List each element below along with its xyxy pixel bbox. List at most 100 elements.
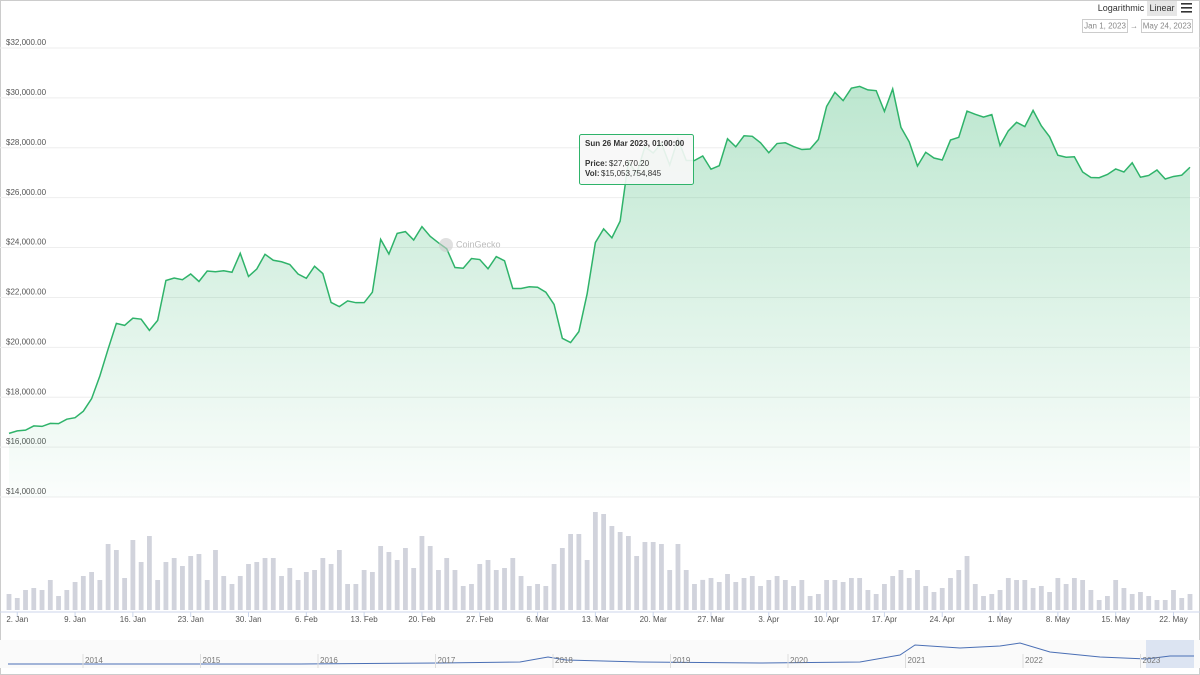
date-to[interactable]: [1141, 19, 1193, 33]
volume-bar: [659, 544, 664, 610]
volume-bar: [733, 582, 739, 610]
tooltip-box: [579, 134, 694, 185]
volume-bar: [782, 580, 788, 610]
x-tick-label: 10. Apr: [814, 615, 840, 624]
volume-bar: [650, 542, 656, 610]
volume-bar: [460, 586, 466, 610]
linear-button-label[interactable]: Linear: [1149, 3, 1174, 13]
volume-bar: [865, 590, 871, 610]
volume-bar: [180, 566, 185, 610]
navigator-line: [8, 642, 1194, 665]
y-tick-label: $24,000.00: [6, 238, 47, 247]
navigator-year: 2015: [203, 656, 221, 665]
volume-bar: [1121, 588, 1127, 610]
x-tick-label: 9. Jan: [64, 615, 86, 624]
volume-bar: [1063, 584, 1069, 610]
volume-bar: [774, 576, 780, 610]
volume-bar: [939, 588, 945, 610]
volume-bar: [312, 570, 317, 610]
x-tick-label: 6. Feb: [295, 615, 318, 624]
volume-bar: [1022, 580, 1028, 610]
volume-bar: [725, 574, 730, 610]
volume-bar: [815, 594, 821, 610]
volume-bar: [171, 558, 177, 610]
date-from[interactable]: [1082, 19, 1128, 33]
volume-bar: [675, 544, 681, 610]
volume-bar: [163, 562, 169, 610]
volume-bar: [824, 580, 830, 610]
volume-bar: [213, 550, 218, 610]
volume-bar: [39, 590, 45, 610]
volume-bar: [708, 578, 714, 610]
volume-bar: [510, 558, 516, 610]
volume-bar: [320, 558, 326, 610]
volume-bar: [411, 568, 417, 610]
x-tick-label: 16. Jan: [120, 615, 146, 624]
volume-bar: [1187, 594, 1193, 610]
volume-bar: [469, 584, 474, 610]
volume-bar: [601, 514, 607, 610]
volume-bar: [1038, 586, 1044, 610]
volume-bar: [997, 590, 1003, 610]
menu-button[interactable]: [1181, 3, 1192, 13]
volume-bar: [97, 580, 103, 610]
volume-bar: [1171, 590, 1176, 610]
navigator-selection[interactable]: [1146, 640, 1194, 668]
volume-bar: [799, 580, 805, 610]
volume-bar: [328, 564, 334, 610]
y-tick-label: $26,000.00: [6, 188, 47, 197]
volume-bar: [353, 584, 359, 610]
volume-bar: [906, 578, 912, 610]
volume-bar: [1179, 598, 1185, 610]
volume-bar: [1146, 596, 1152, 610]
y-tick-label: $20,000.00: [6, 337, 47, 346]
navigator-year: 2021: [908, 656, 926, 665]
volume-bar: [229, 584, 235, 610]
volume-bar: [155, 580, 161, 610]
x-tick-label: 8. May: [1046, 615, 1070, 624]
x-axis: 2. Jan 9. Jan 16. Jan 23. Jan 30. Jan 6. Feb 1…: [0, 611, 1200, 624]
volume-bar: [419, 536, 425, 610]
navigator-year: 2017: [438, 656, 456, 665]
date-to-text[interactable]: May 24, 2023: [1143, 22, 1192, 31]
watermark: CoinGecko: [456, 239, 501, 249]
log-button[interactable]: [1097, 1, 1145, 16]
volume-bar: [1162, 600, 1168, 610]
date-from-text[interactable]: Jan 1, 2023: [1084, 22, 1126, 31]
navigator-year: 2023: [1143, 656, 1161, 665]
x-tick-label: 15. May: [1101, 615, 1129, 624]
volume-bar: [667, 570, 673, 610]
volume-bar: [683, 570, 689, 610]
volume-bar: [6, 594, 12, 610]
volume-bar: [1105, 596, 1110, 610]
volume-bar: [369, 572, 375, 610]
volume-bar: [1138, 592, 1143, 610]
volume-bar: [14, 598, 20, 610]
x-tick-label: 24. Apr: [930, 615, 956, 624]
volume-bar: [634, 556, 640, 610]
volume-bar: [270, 558, 276, 610]
x-tick-label: 20. Mar: [640, 615, 667, 624]
volume-bar: [857, 578, 863, 610]
volume-bar: [981, 596, 986, 610]
volume-bar: [403, 548, 408, 610]
volume-bar: [72, 582, 78, 610]
volume-bar: [626, 536, 631, 610]
volume-bar: [204, 580, 210, 610]
volume-bar: [303, 572, 309, 610]
volume-bar: [386, 552, 392, 610]
volume-bar: [188, 556, 194, 610]
volume-bar: [568, 534, 573, 610]
volume-bar: [1055, 578, 1061, 610]
log-button-label[interactable]: Logarithmic: [1098, 3, 1145, 13]
volume: [6, 512, 1193, 610]
volume-bar: [485, 560, 491, 610]
tooltip-price: $27,670.20: [609, 159, 650, 168]
price: [8, 85, 1191, 497]
volume-bar: [898, 570, 904, 610]
navigator-year: 2020: [790, 656, 808, 665]
volume-bar: [345, 584, 351, 610]
linear-button[interactable]: [1147, 1, 1177, 16]
volume-bar: [584, 560, 590, 610]
